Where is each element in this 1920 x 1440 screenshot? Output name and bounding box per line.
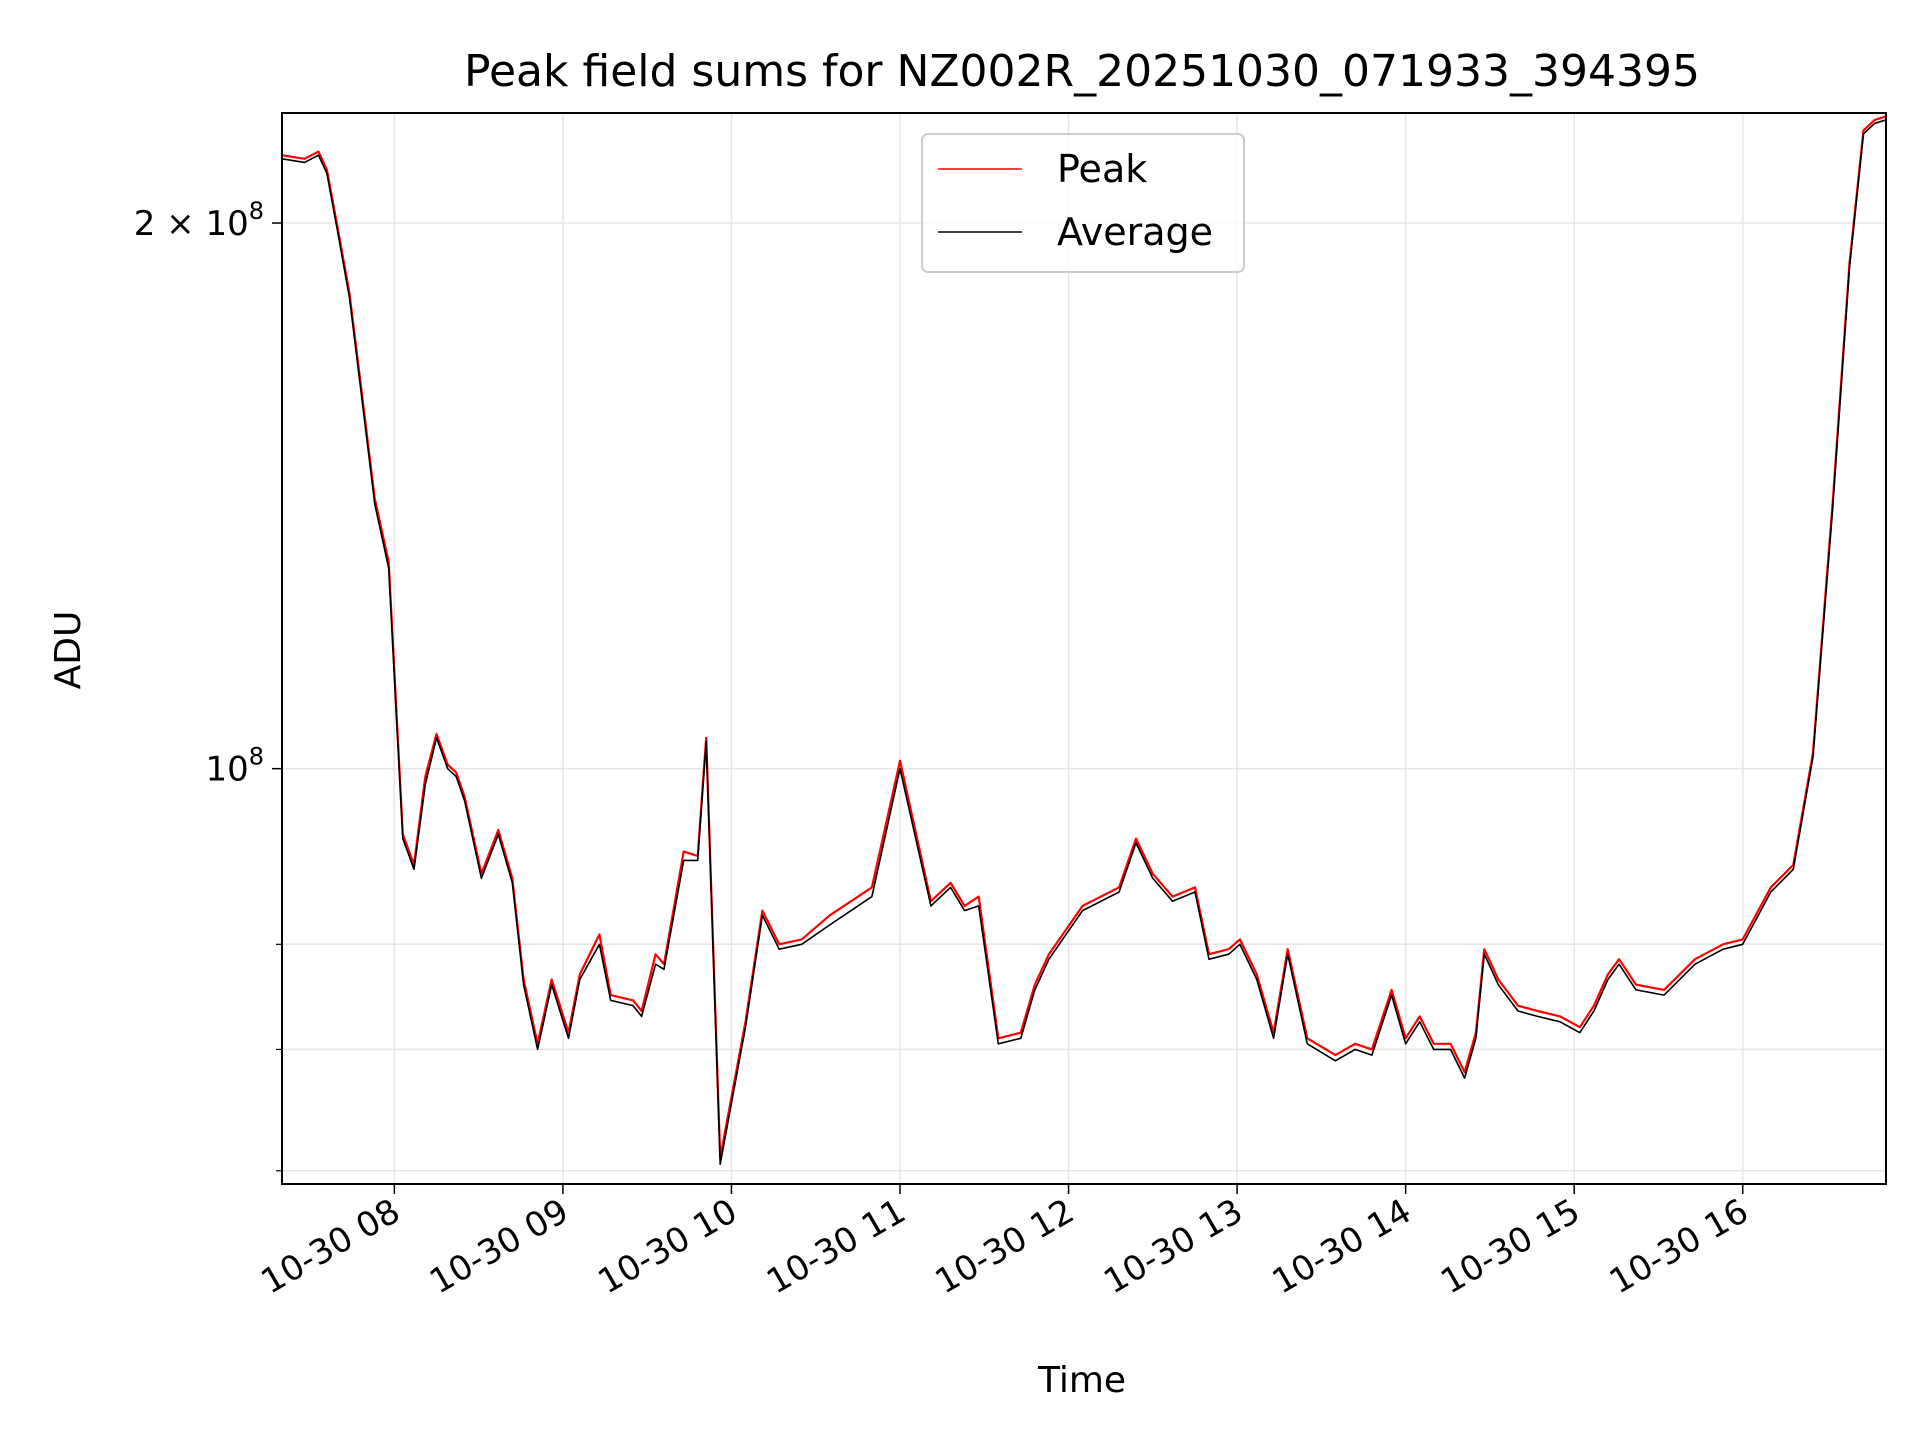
series-layer [282, 115, 1886, 1165]
y-tick-label: 2 × 108 [134, 197, 264, 244]
series-line-average [282, 119, 1886, 1165]
series-line-peak [282, 115, 1886, 1159]
y-tick-label: 108 [205, 743, 264, 790]
y-tick-label-exponent: 8 [249, 743, 264, 771]
legend-label-average: Average [1057, 210, 1213, 254]
y-tick-label-exponent: 8 [249, 197, 264, 225]
y-axis-title: ADU [48, 611, 89, 690]
chart-title: Peak field sums for NZ002R_20251030_0719… [464, 46, 1700, 97]
y-tick-label-base: 10 [205, 750, 248, 790]
y-tick-label-base: 2 × 10 [134, 204, 249, 244]
x-axis-title: Time [1037, 1360, 1126, 1401]
legend-label-peak: Peak [1057, 147, 1147, 191]
plot-frame [281, 112, 1887, 1185]
legend: Peak Average [921, 133, 1245, 273]
